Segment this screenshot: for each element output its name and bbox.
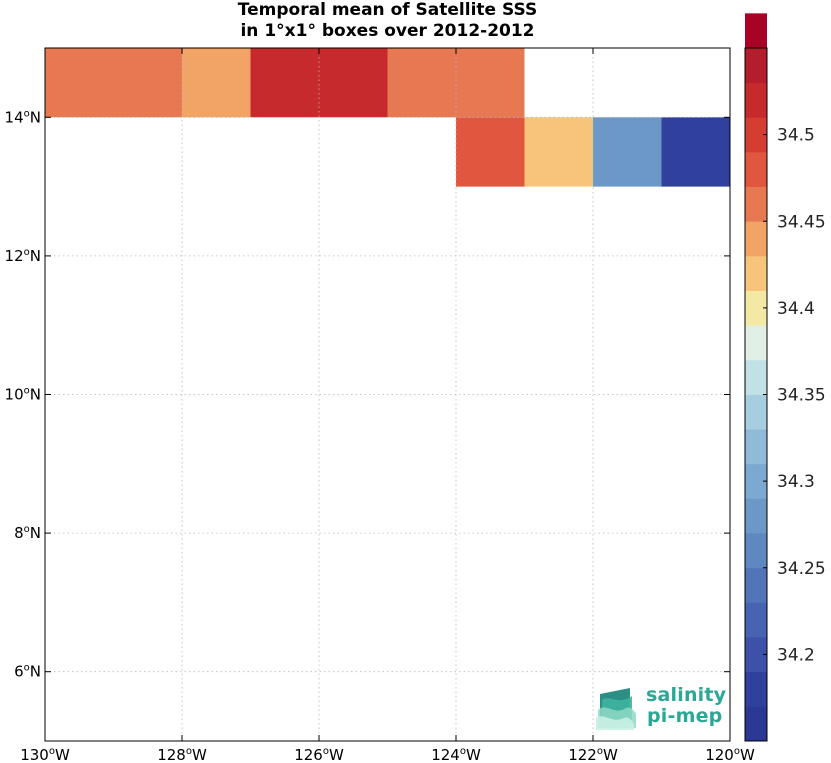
colorbar-bin [745,151,767,187]
y-tick-label: 12oN [5,247,41,265]
colorbar-bin [745,394,767,430]
logo-waves-icon [596,688,636,730]
data-cell [661,117,730,187]
data-cell [593,117,662,187]
colorbar-bin [745,533,767,569]
data-cell [113,48,182,118]
data-cell [319,48,388,118]
colorbar-tick-label: 34.45 [777,212,826,232]
chart-title-line1: Temporal mean of Satellite SSS [237,0,538,20]
colorbar-bin [745,602,767,638]
colorbar-bin [745,221,767,257]
colorbar-bin [745,290,767,326]
colorbar-tick-label: 34.5 [777,126,815,146]
x-tick-label: 128oW [157,746,207,763]
chart-title-line2: in 1°x1° boxes over 2012-2012 [240,21,535,41]
y-tick-label: 6oN [14,663,41,681]
data-cell [45,48,114,118]
colorbar-bin [745,117,767,153]
colorbar-tick-label: 34.2 [777,645,815,665]
colorbar-bin [745,255,767,291]
colorbar-bin [745,325,767,361]
colorbar-tick-label: 34.3 [777,472,815,492]
colorbar-bin [745,82,767,118]
x-tick-label: 124oW [431,746,481,763]
colorbar-tick-label: 34.4 [777,299,815,319]
data-cell [456,48,525,118]
colorbar-bin [745,498,767,534]
x-tick-label: 130oW [20,746,70,763]
y-tick-label: 10oN [5,386,41,404]
data-cell [250,48,319,118]
x-tick-label: 126oW [294,746,344,763]
data-cells [45,48,730,187]
colorbar-tick-label: 34.25 [777,559,826,579]
colorbar: 34.2 34.25 34.3 34.35 34.4 34.45 34.5 [744,13,826,742]
grid-lines [45,48,730,741]
data-cell [524,117,593,187]
logo-text-line2: pi-mep [647,705,723,727]
data-cell [182,48,251,118]
y-tick-label: 14oN [5,108,41,126]
data-cell [456,117,525,187]
colorbar-bin [745,567,767,603]
colorbar-bin [745,359,767,395]
colorbar-bin [745,463,767,499]
colorbar-bin [745,637,767,673]
colorbar-bin [745,48,767,84]
x-tick-label: 120oW [705,746,755,763]
x-axis: 130oW 128oW 126oW 124oW 122oW 120oW [20,48,755,763]
colorbar-bin [745,186,767,222]
data-cell [387,48,456,118]
colorbar-bin [745,429,767,465]
x-tick-label: 122oW [568,746,618,763]
y-tick-label: 8oN [14,524,41,542]
colorbar-bin [745,13,767,49]
colorbar-bin [745,706,767,742]
logo-text-line1: salinity [646,684,727,706]
colorbar-tick-label: 34.35 [777,386,826,406]
salinity-pi-mep-logo: salinity pi-mep [596,684,726,730]
colorbar-bin [745,671,767,707]
y-axis: 14oN 12oN 10oN 8oN 6oN [5,108,730,681]
